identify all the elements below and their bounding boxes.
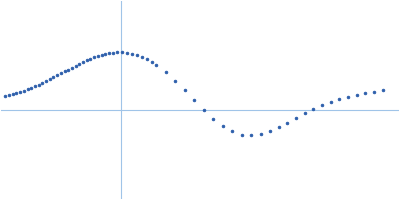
Point	[43, 80, 49, 83]
Point	[106, 52, 112, 55]
Point	[13, 92, 20, 95]
Point	[182, 89, 188, 92]
Point	[191, 99, 197, 102]
Point	[200, 108, 207, 112]
Point	[220, 125, 226, 128]
Point	[362, 92, 368, 95]
Point	[21, 89, 27, 92]
Point	[162, 71, 169, 74]
Point	[113, 51, 120, 54]
Point	[229, 130, 235, 133]
Point	[276, 125, 283, 128]
Point	[149, 61, 156, 64]
Point	[98, 53, 105, 56]
Point	[371, 90, 377, 93]
Point	[118, 51, 125, 54]
Point	[267, 129, 273, 133]
Point	[172, 79, 178, 83]
Point	[69, 66, 75, 69]
Point	[293, 116, 299, 120]
Point	[46, 78, 53, 81]
Point	[10, 93, 16, 96]
Point	[2, 95, 8, 98]
Point	[124, 51, 130, 54]
Point	[248, 134, 254, 137]
Point	[72, 64, 79, 67]
Point	[257, 132, 264, 136]
Point	[91, 56, 97, 59]
Point	[50, 76, 57, 79]
Point	[54, 74, 60, 77]
Point	[144, 58, 150, 61]
Point	[134, 53, 140, 57]
Point	[354, 93, 360, 97]
Point	[61, 70, 68, 73]
Point	[238, 133, 245, 136]
Point	[328, 101, 334, 104]
Point	[319, 104, 325, 107]
Point	[380, 88, 386, 92]
Point	[284, 121, 290, 124]
Point	[139, 55, 145, 59]
Point	[39, 81, 46, 85]
Point	[95, 54, 101, 58]
Point	[310, 108, 316, 111]
Point	[210, 117, 216, 120]
Point	[302, 112, 308, 115]
Point	[336, 98, 342, 101]
Point	[345, 95, 351, 99]
Point	[87, 57, 94, 60]
Point	[32, 85, 38, 88]
Point	[36, 83, 42, 86]
Point	[129, 52, 135, 55]
Point	[102, 52, 108, 55]
Point	[76, 62, 82, 65]
Point	[153, 63, 160, 67]
Point	[84, 59, 90, 62]
Point	[17, 90, 23, 94]
Point	[110, 51, 116, 54]
Point	[24, 88, 31, 91]
Point	[6, 94, 12, 97]
Point	[58, 72, 64, 75]
Point	[65, 68, 72, 71]
Point	[80, 60, 86, 64]
Point	[28, 86, 34, 89]
